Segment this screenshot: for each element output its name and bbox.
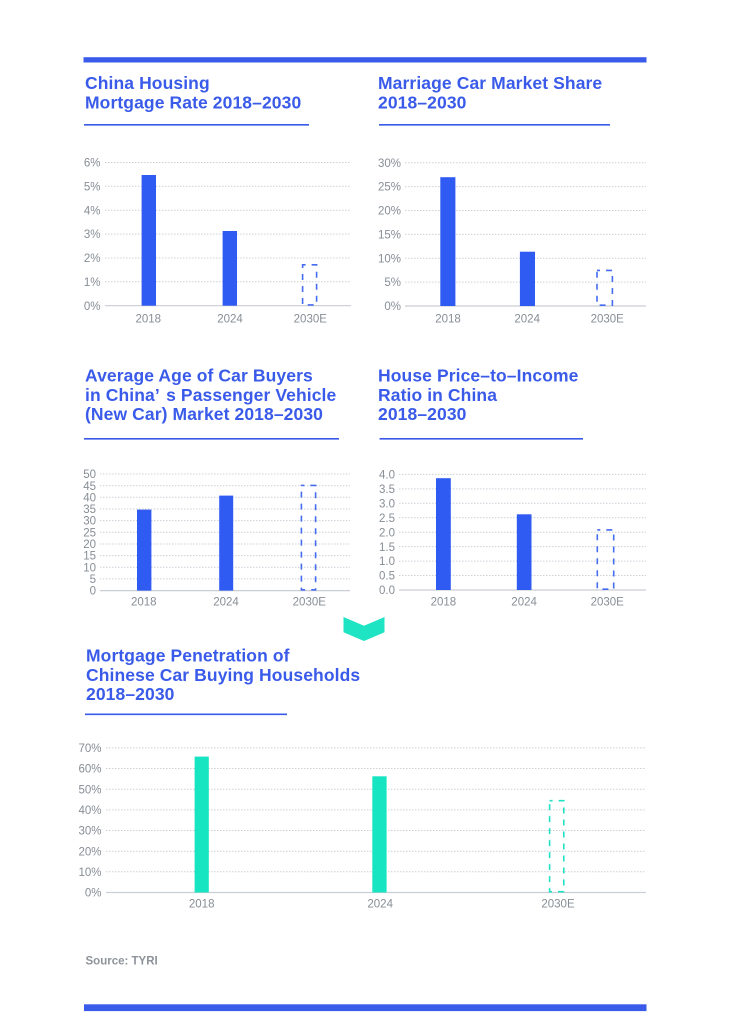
svg-text:Average Age of Car Buyers: Average Age of Car Buyers [85, 366, 313, 386]
svg-text:2018: 2018 [435, 313, 461, 325]
svg-text:2030E: 2030E [541, 898, 575, 910]
svg-text:2024: 2024 [367, 898, 393, 910]
svg-text:10%: 10% [378, 253, 401, 265]
svg-text:70%: 70% [78, 743, 101, 755]
svg-text:3%: 3% [84, 229, 101, 241]
svg-text:0.0: 0.0 [379, 585, 395, 597]
svg-text:2018: 2018 [136, 313, 162, 325]
svg-text:0%: 0% [84, 301, 101, 313]
svg-text:50%: 50% [78, 784, 101, 796]
svg-text:2018–2030: 2018–2030 [378, 404, 467, 424]
svg-text:2%: 2% [84, 253, 101, 265]
svg-text:0%: 0% [384, 301, 401, 313]
svg-text:3.5: 3.5 [379, 484, 395, 496]
svg-text:China Housing: China Housing [85, 73, 210, 93]
svg-text:5%: 5% [84, 181, 101, 193]
svg-text:50: 50 [83, 469, 96, 481]
svg-text:House Price–to–Income: House Price–to–Income [378, 366, 579, 386]
svg-text:20%: 20% [378, 206, 401, 218]
svg-text:0: 0 [90, 586, 96, 598]
svg-text:2024: 2024 [217, 313, 243, 325]
svg-text:Ratio in China: Ratio in China [378, 385, 497, 405]
svg-text:3.0: 3.0 [379, 498, 395, 510]
svg-text:10: 10 [83, 562, 96, 574]
svg-text:30%: 30% [78, 826, 101, 838]
svg-text:Source: TYRI: Source: TYRI [86, 956, 158, 968]
svg-text:2030E: 2030E [591, 597, 625, 609]
svg-text:25%: 25% [378, 182, 401, 194]
svg-text:2024: 2024 [514, 313, 540, 325]
svg-text:2030E: 2030E [293, 597, 327, 609]
svg-text:1.0: 1.0 [379, 556, 395, 568]
svg-text:5%: 5% [384, 277, 401, 289]
svg-text:4%: 4% [84, 205, 101, 217]
svg-text:0%: 0% [85, 888, 102, 900]
svg-text:2030E: 2030E [294, 313, 328, 325]
svg-text:10%: 10% [78, 867, 101, 879]
svg-text:5: 5 [90, 574, 96, 586]
svg-text:2.0: 2.0 [379, 527, 395, 539]
svg-text:Mortgage Penetration of: Mortgage Penetration of [86, 646, 290, 666]
svg-text:40%: 40% [78, 805, 101, 817]
svg-text:Mortgage Rate 2018–2030: Mortgage Rate 2018–2030 [85, 93, 301, 113]
svg-text:2.5: 2.5 [379, 513, 395, 525]
svg-text:(New Car) Market 2018–2030: (New Car) Market 2018–2030 [85, 404, 323, 424]
svg-text:20: 20 [83, 539, 96, 551]
svg-text:2018: 2018 [189, 898, 215, 910]
svg-text:15%: 15% [378, 230, 401, 242]
svg-text:in China’s Passenger Vehicle: in China’ s Passenger Vehicle [85, 385, 337, 405]
svg-text:1.5: 1.5 [379, 542, 395, 554]
svg-text:Marriage Car Market Share: Marriage Car Market Share [378, 73, 602, 93]
svg-text:60%: 60% [78, 764, 101, 776]
svg-text:Chinese Car Buying Households: Chinese Car Buying Households [86, 665, 360, 685]
svg-text:4.0: 4.0 [379, 470, 395, 482]
svg-text:30%: 30% [378, 158, 401, 170]
svg-text:2030E: 2030E [591, 313, 625, 325]
svg-text:40: 40 [83, 492, 96, 504]
svg-text:20%: 20% [78, 846, 101, 858]
svg-text:0.5: 0.5 [379, 571, 395, 583]
svg-text:30: 30 [83, 516, 96, 528]
svg-text:2018: 2018 [131, 597, 157, 609]
svg-text:6%: 6% [84, 158, 101, 170]
svg-text:35: 35 [83, 504, 96, 516]
svg-text:1%: 1% [84, 277, 101, 289]
svg-text:45: 45 [83, 481, 96, 493]
svg-text:2024: 2024 [213, 597, 239, 609]
svg-text:2024: 2024 [511, 597, 537, 609]
svg-text:2018: 2018 [431, 597, 457, 609]
svg-text:2018–2030: 2018–2030 [86, 684, 175, 704]
svg-text:25: 25 [83, 527, 96, 539]
svg-text:2018–2030: 2018–2030 [378, 93, 467, 113]
svg-text:15: 15 [83, 551, 96, 563]
